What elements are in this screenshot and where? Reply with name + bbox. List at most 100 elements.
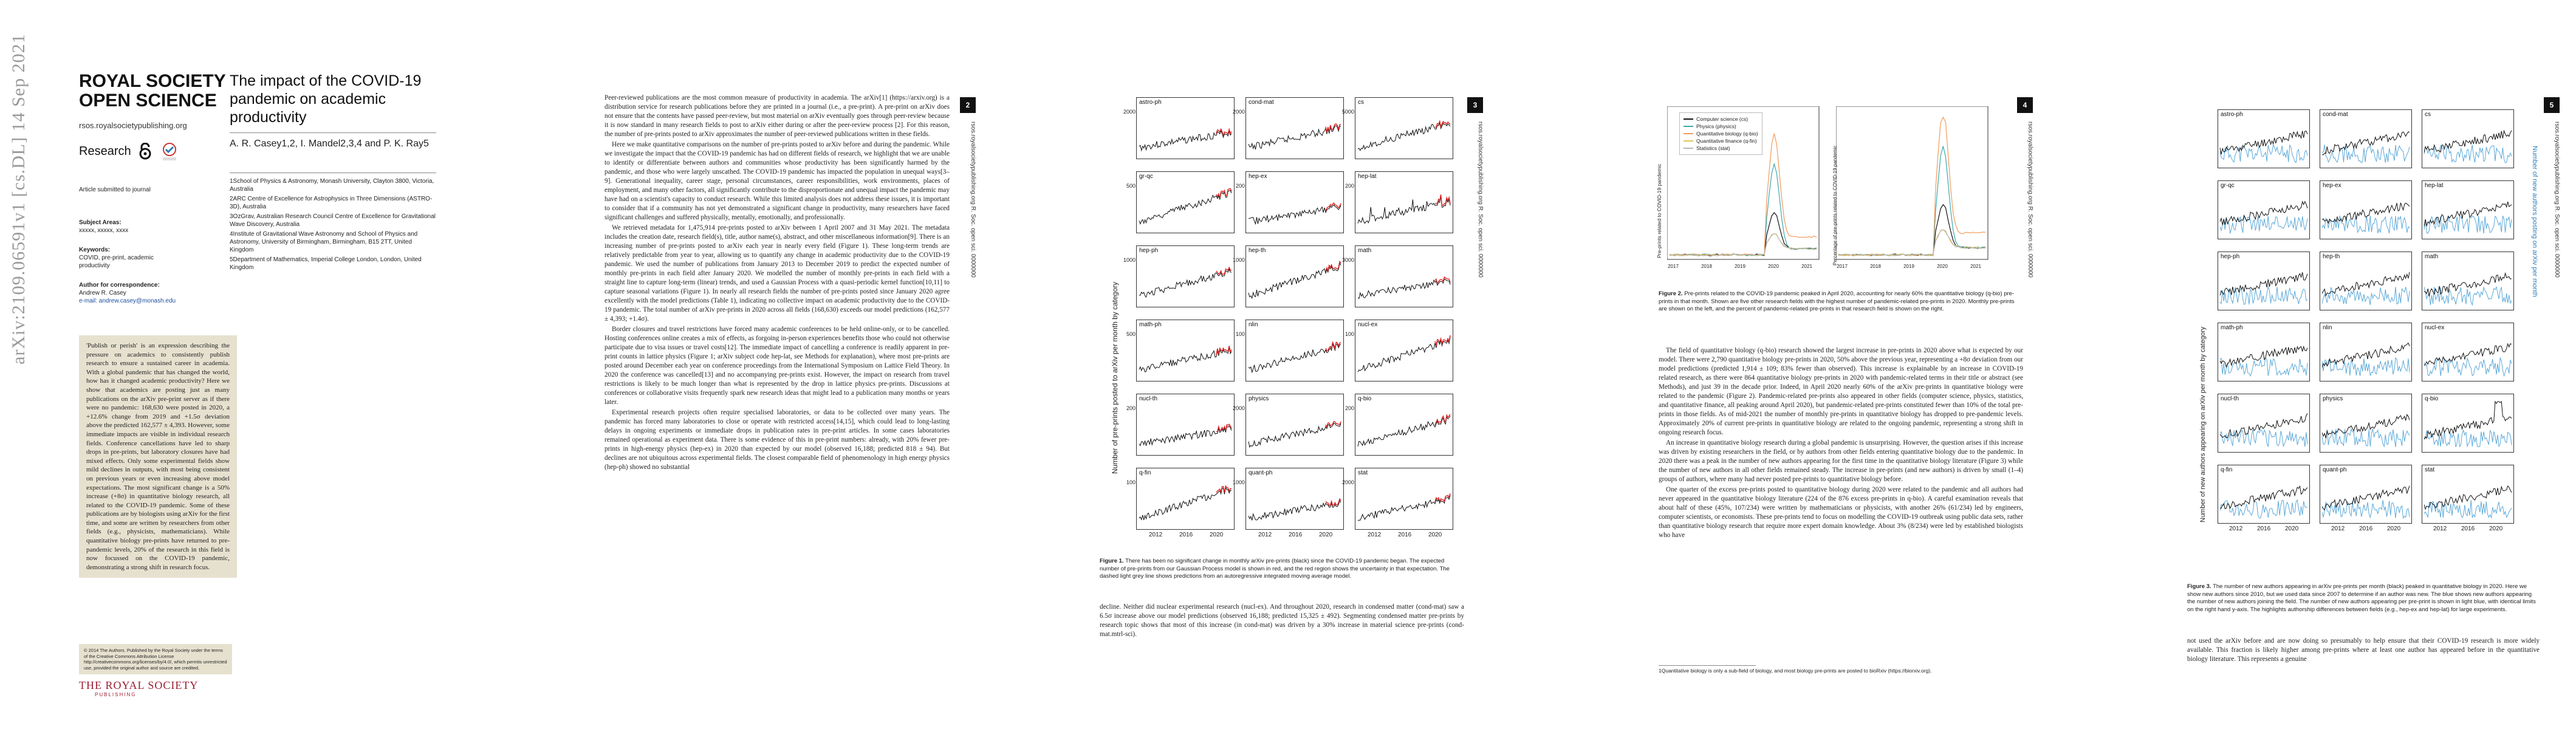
series-new-authors [2219,345,2308,368]
panel-plot [2321,342,2410,376]
series-model [1216,485,1231,494]
plot-frame [1836,106,1989,260]
panel-label: nucl-th [2221,395,2239,402]
page-5: 5 rsos.royalsocietypublishing.org R. Soc… [2163,0,2576,729]
figure3-panel-physics: physics [2320,394,2412,453]
keywords-heading: Keywords: [79,247,111,253]
series-observed [1248,125,1341,150]
figure3-panel-math: math [2422,252,2514,310]
figure2-legend: Computer science (cs) Physics (physics) Qu… [1679,112,1762,155]
series-authors-per-preprint [2424,145,2512,163]
figure3-caption-text: The number of new authors appearing in a… [2187,583,2536,613]
panel-label: astro-ph [2221,111,2243,118]
journal-side-reference: rsos.royalsocietypublishing.org R. Soc. … [1477,122,1484,278]
x-tick-label: 2012 [1258,532,1272,538]
panel-plot [2424,400,2512,448]
series-observed [1248,262,1341,299]
figure3-right-ylabel: Number of new authors posting on arXiv p… [2531,146,2538,297]
panel-label: cond-mat [1249,99,1274,106]
panel-label: hep-th [2323,253,2340,260]
series-authors-per-preprint [2424,429,2512,448]
figure1-panel-quant-ph: quant-ph 1000 2012 2016 2020 [1233,468,1344,538]
panel-ytick: 200 [1345,183,1354,189]
panel-label: nucl-ex [1358,321,1378,328]
series-new-authors [2219,485,2308,510]
figure3-left-ylabel: Number of new authors appearing on arXiv… [2199,326,2207,522]
x-tick-label: 2020 [1937,264,1948,269]
panel-label: astro-ph [1139,99,1162,106]
x-tick-label: 2016 [1398,532,1412,538]
journal-side-reference: rsos.royalsocietypublishing.org R. Soc. … [970,122,976,278]
journal-side-reference: rsos.royalsocietypublishing.org R. Soc. … [2554,122,2560,278]
series-observed [1248,343,1341,374]
panel-label: physics [2323,395,2343,402]
correspondence-email[interactable]: e-mail: andrew.casey@monash.edu [79,298,176,304]
figure3-panel-stat: stat 2012 2016 2020 [2422,465,2514,532]
series-observed [1139,425,1232,447]
series-authors-per-preprint [2321,500,2410,519]
series-observed [1357,122,1451,151]
x-tick-label: 2020 [2285,525,2299,532]
x-tick-label: 2019 [1735,264,1745,269]
figure1-panel-stat: stat 2000 2012 2016 2020 [1342,468,1453,538]
series-new-authors [2424,343,2512,366]
panel-plot [1139,423,1232,447]
figure3-panel-cs: cs [2422,109,2514,168]
panel-plot [2321,202,2410,234]
figure3-panel-math-ph: math-ph [2218,323,2310,382]
figure2-left-ylabel: Pre-prints related to COVID-19 pandemic [1656,163,1662,258]
series-observed [1248,204,1341,225]
abstract: 'Publish or perish' is an expression des… [79,335,237,578]
legend-swatch [1684,133,1693,134]
paragraph: Border closures and travel restrictions … [605,326,950,406]
affiliations: 1School of Physics & Astronomy, Monash U… [230,177,436,272]
x-tick-label: 2020 [2489,525,2503,532]
legend-item: Quantitative finance (q-fin) [1684,137,1758,145]
panel-ytick: 2000 [1341,479,1354,485]
panel-plot [2219,485,2308,519]
series-new-authors [2219,130,2308,155]
series-observed [1139,487,1231,521]
figure3-panel-astro-ph: astro-ph [2218,109,2310,168]
panel-ytick: 100 [1126,479,1136,485]
panel-plot [2424,272,2512,306]
paragraph: The field of quantitative biology (q-bio… [1659,347,2023,436]
open-access-icon [139,142,152,160]
arxiv-identifier-stamp: arXiv:2109.06591v1 [cs.DL] 14 Sep 2021 [9,33,29,364]
series-line [1670,233,1817,256]
series-authors-per-preprint [2424,215,2512,234]
journal-brand-line2: OPEN SCIENCE [79,91,217,111]
x-tick-label: 2012 [2229,525,2243,532]
affiliation-item: 5Department of Mathematics, Imperial Col… [230,256,422,271]
series-model [1434,493,1451,503]
check-for-updates-icon[interactable] [159,141,180,162]
panel-plot [2321,414,2410,448]
legend-swatch [1684,148,1693,149]
figure3-panel-q-bio: q-bio [2422,394,2514,453]
x-tick-label: 2020 [2387,525,2401,532]
panel-plot [1357,120,1451,151]
x-tick-label: 2016 [1289,532,1303,538]
x-tick-label: 2018 [1701,264,1712,269]
affiliation-item: 2ARC Centre of Excellence for Astrophysi… [230,196,433,210]
series-new-authors [2321,272,2410,297]
x-tick-label: 2020 [1768,264,1779,269]
x-tick-label: 2016 [2461,525,2475,532]
subject-value: xxxxx, xxxxx, xxxx [79,227,129,234]
research-row: Research [79,141,180,162]
subject-heading: Subject Areas: [79,219,122,226]
series-new-authors [2219,272,2308,296]
paragraph: Peer-reviewed publications are the most … [605,94,950,138]
x-tick-label: 2020 [1319,532,1333,538]
figure3-panel-hep-ex: hep-ex [2320,180,2412,239]
subject-areas: Subject Areas: xxxxx, xxxxx, xxxx [79,219,170,234]
panel-plot [2219,272,2308,306]
x-tick-label: 2016 [2359,525,2373,532]
series-new-authors [2321,485,2410,511]
panel-ytick: 500 [1126,331,1136,337]
figure2-caption: Figure 2. Pre-prints related to the COVI… [1659,290,2023,313]
paragraph: Experimental research projects often req… [605,409,950,471]
paragraph: One quarter of the excess pre-prints pos… [1659,486,2023,539]
journal-url[interactable]: rsos.royalsocietypublishing.org [79,121,187,130]
page2-body: Peer-reviewed publications are the most … [605,94,950,472]
